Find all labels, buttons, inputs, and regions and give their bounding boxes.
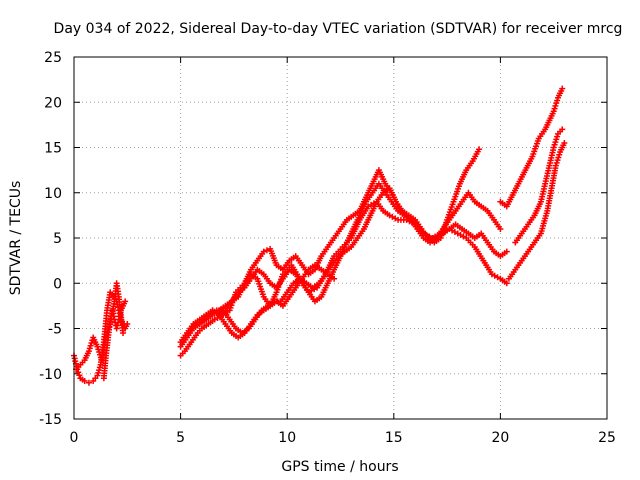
data-point — [260, 248, 267, 255]
y-tick-label: 5 — [53, 231, 62, 247]
data-points — [71, 85, 568, 386]
x-tick-label: 15 — [385, 430, 403, 446]
y-axis-label: SDTVAR / TECUs — [8, 181, 24, 296]
chart-title: Day 034 of 2022, Sidereal Day-to-day VTE… — [54, 21, 623, 37]
data-point — [503, 248, 510, 255]
x-tick-label: 5 — [176, 430, 185, 446]
data-point — [124, 320, 131, 327]
axis-ticks: 0 5 10 15 20 25 -15 -10 -5 0 5 10 15 20 25 — [39, 50, 616, 446]
data-point — [561, 139, 568, 146]
data-point — [497, 225, 504, 232]
data-point — [122, 298, 129, 305]
y-tick-label: -5 — [48, 322, 62, 338]
x-tick-label: 0 — [70, 430, 79, 446]
x-tick-label: 20 — [491, 430, 509, 446]
data-point — [476, 146, 483, 153]
data-point — [81, 377, 88, 384]
y-tick-label: 0 — [53, 276, 62, 292]
y-tick-label: -10 — [39, 367, 62, 383]
data-point — [331, 275, 338, 282]
data-point — [503, 280, 510, 287]
data-point — [120, 330, 127, 337]
y-tick-label: 10 — [44, 186, 62, 202]
y-tick-label: 15 — [44, 141, 62, 157]
plot-frame — [73, 56, 608, 420]
data-point — [263, 247, 270, 254]
y-tick-label: 20 — [44, 95, 62, 111]
data-point — [85, 379, 92, 386]
x-tick-label: 25 — [598, 430, 616, 446]
x-axis-label: GPS time / hours — [281, 459, 398, 475]
x-tick-label: 10 — [278, 430, 296, 446]
data-point — [559, 85, 566, 92]
y-tick-label: 25 — [44, 50, 62, 66]
y-tick-label: -15 — [39, 412, 62, 428]
data-point — [76, 372, 83, 379]
data-point — [559, 126, 566, 133]
data-point — [75, 369, 82, 376]
